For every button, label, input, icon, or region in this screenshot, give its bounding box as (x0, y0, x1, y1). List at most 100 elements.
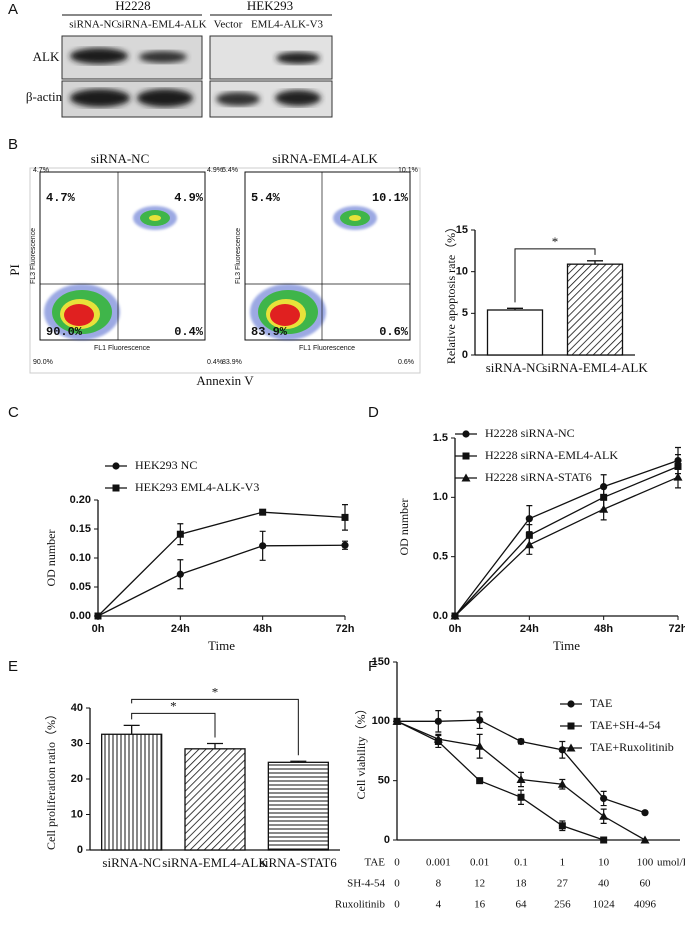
y-tick-label: 15 (456, 224, 468, 236)
marker (516, 774, 526, 783)
series-line (454, 459, 679, 617)
significance-bracket (131, 698, 299, 756)
quadrant-value: 10.1% (372, 191, 409, 205)
significance-bracket (514, 248, 596, 303)
dose-label: 256 (554, 899, 571, 911)
marker (517, 737, 525, 746)
legend-marker (567, 700, 575, 708)
bar (101, 733, 163, 851)
legend-marker (462, 452, 470, 460)
y-axis-label: OD number (44, 530, 58, 587)
x-tick-label: 24h (520, 623, 539, 635)
dose-label: 27 (557, 878, 569, 890)
legend-label: TAE (590, 696, 612, 710)
dose-label: 0.001 (426, 857, 451, 869)
lane-label: EML4-ALK-V3 (251, 19, 324, 31)
marker (599, 504, 609, 513)
dose-label: 4 (436, 899, 442, 911)
quadrant-value: 5.4% (251, 191, 281, 205)
chart: 0.0 0.5 1.0 1.5 OD number Time 0h 24h 48h 72h H222… (397, 426, 685, 653)
marker (476, 777, 484, 785)
marker (600, 836, 608, 844)
y-tick-label: 5 (462, 307, 468, 319)
marker (600, 493, 608, 501)
band (137, 89, 193, 107)
corner-value: 4.9% (207, 167, 223, 174)
plot-axis-label: FL3 Fluorescence (235, 228, 242, 284)
dose-label: 0.01 (470, 857, 489, 869)
y-tick-label: 30 (71, 737, 83, 749)
significance-bracket (131, 712, 216, 738)
legend-label: HEK293 EML4-ALK-V3 (135, 480, 259, 494)
significance-label: * (212, 684, 219, 699)
marker (341, 541, 349, 549)
marker (517, 793, 525, 801)
dose-label: 0 (394, 857, 400, 869)
x-tick-label: siRNA-NC (486, 360, 545, 375)
legend-label: H2228 siRNA-NC (485, 426, 575, 440)
legend-label: TAE+Ruxolitinib (590, 740, 674, 754)
dose-label: 12 (474, 878, 485, 890)
error-bar (507, 307, 523, 310)
y-axis-label: OD number (397, 499, 411, 556)
dose-unit: umol/L (657, 857, 685, 869)
y-tick-label: 100 (372, 715, 390, 727)
dose-label: 8 (436, 878, 442, 890)
lane-label: siRNA-EML4-ALK (117, 19, 206, 31)
plot-axis-label: FL3 Fluorescence (30, 228, 37, 284)
legend-marker (112, 484, 120, 492)
marker (558, 822, 566, 830)
corner-value: 5.4% (222, 167, 238, 174)
dose-label: 40 (598, 878, 610, 890)
quadrant-value: 0.6% (379, 325, 409, 339)
marker (641, 809, 649, 817)
plot-title: siRNA-EML4-ALK (272, 151, 378, 166)
protein-label: ALK (33, 49, 60, 64)
cell-line: HEK293 (247, 0, 293, 13)
y-axis-label: Cell viability（%） (354, 703, 368, 800)
dose-label: 64 (516, 899, 528, 911)
x-tick-label: 0h (92, 623, 105, 635)
x-tick-label: 0h (449, 623, 462, 635)
legend-marker (566, 743, 576, 752)
y-tick-label: 10 (456, 266, 468, 278)
panel-label: E (8, 658, 18, 675)
x-tick-label: 72h (336, 623, 355, 635)
series-line (97, 544, 346, 617)
dose-label: 10 (598, 857, 610, 869)
series-line (97, 511, 346, 617)
error-bar (290, 760, 307, 763)
series-line (454, 465, 679, 617)
band (70, 48, 128, 64)
bar (267, 761, 329, 851)
quadrant-value: 4.9% (174, 191, 204, 205)
lane-label: Vector (214, 19, 243, 31)
y-tick-label: 1.5 (433, 432, 448, 444)
y-tick-label: 150 (372, 656, 390, 668)
x-tick-label: siRNA-NC (102, 855, 161, 870)
error-bar (587, 260, 603, 265)
y-tick-label: 0 (384, 834, 390, 846)
chart: 0.00 0.05 0.10 0.15 0.20 OD number Time 0h 24h 48… (44, 458, 355, 653)
x-tick-label: siRNA-EML4-ALK (542, 360, 648, 375)
marker (94, 612, 102, 620)
flow-frame (29, 167, 421, 374)
y-tick-label: 40 (71, 702, 83, 714)
y-tick-label: 0.10 (70, 552, 91, 564)
legend-label: H2228 siRNA-EML4-ALK (485, 448, 618, 462)
x-tick-label: 48h (253, 623, 272, 635)
western-blot: H2228 HEK293 siRNA-NC siRNA-EML4-ALK Vec… (26, 0, 333, 118)
legend-marker (112, 462, 120, 470)
x-axis-label: Time (553, 638, 580, 653)
marker (176, 530, 184, 538)
legend-marker (461, 473, 471, 482)
chart: 0 10 20 30 40 Cell proliferation ratio（%） siRN… (44, 684, 340, 870)
legend-label: H2228 siRNA-STAT6 (485, 470, 592, 484)
y-tick-label: 0.5 (433, 551, 448, 563)
y-tick-label: 0 (77, 844, 83, 856)
axis-label: PI (7, 264, 22, 276)
y-tick-label: 0.00 (70, 610, 91, 622)
y-tick-label: 0.05 (70, 581, 91, 593)
significance-label: * (552, 234, 559, 249)
